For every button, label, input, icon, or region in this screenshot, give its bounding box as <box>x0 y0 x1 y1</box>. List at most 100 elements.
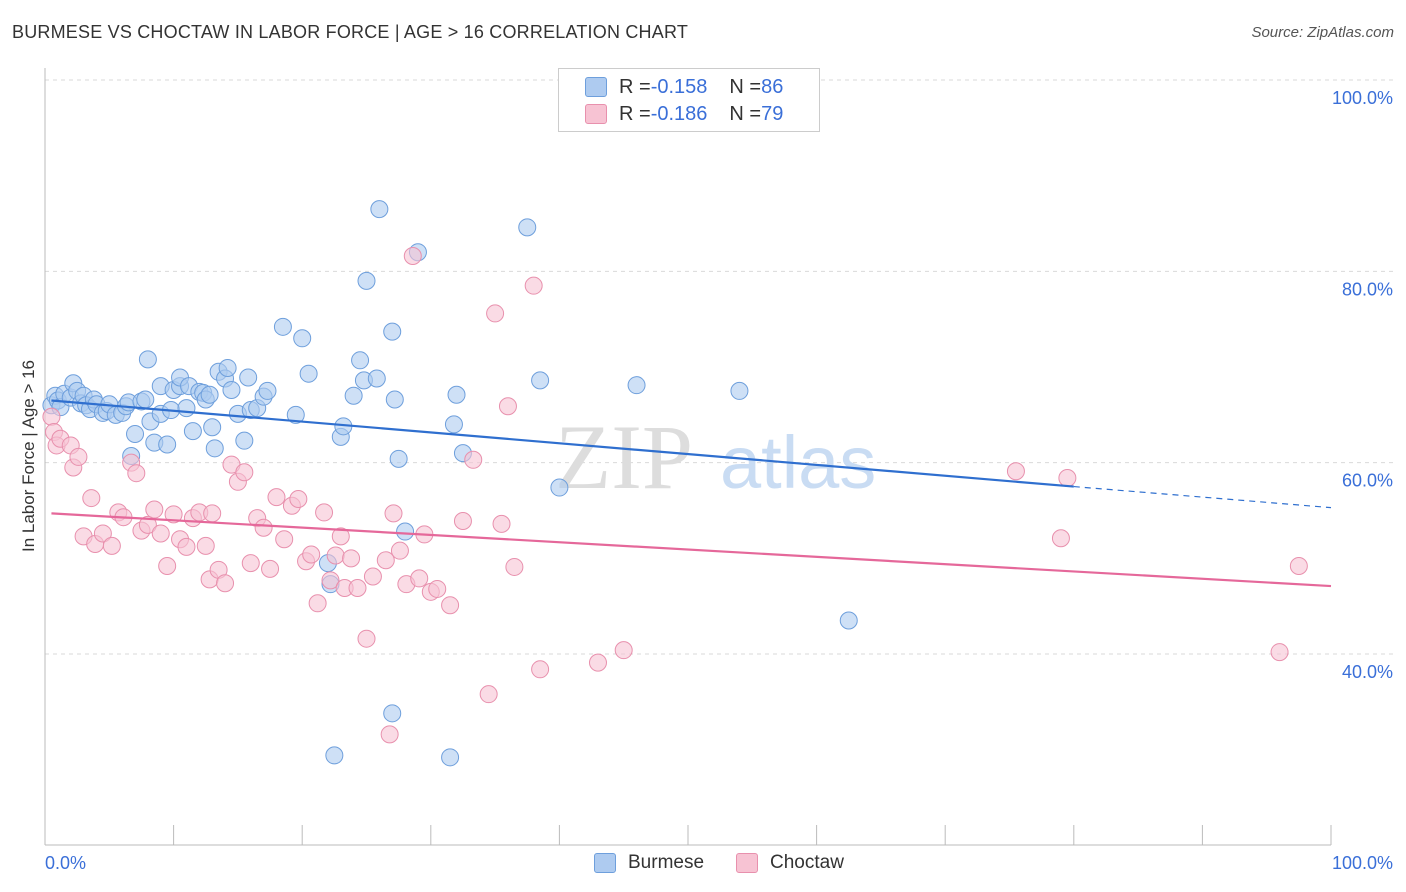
choctaw-point <box>363 567 382 586</box>
burmese-point <box>138 350 157 369</box>
choctaw-point <box>441 596 460 615</box>
burmese-trend-extension <box>1073 485 1332 509</box>
burmese-point <box>205 439 224 458</box>
choctaw-point <box>254 518 273 537</box>
burmese-point <box>627 376 646 395</box>
choctaw-point <box>42 407 61 426</box>
series-legend-label: Burmese <box>628 852 705 873</box>
choctaw-point <box>376 551 395 570</box>
burmese-point <box>367 369 386 388</box>
y-tick-label: 80.0% <box>1342 279 1393 299</box>
burmese-point <box>357 271 376 290</box>
choctaw-point <box>275 530 294 549</box>
choctaw-point <box>235 463 254 482</box>
series-swatch-choctaw <box>736 853 758 873</box>
choctaw-point <box>331 527 350 546</box>
choctaw-point <box>261 559 280 578</box>
series-legend-burmese[interactable]: Burmese <box>594 852 704 874</box>
burmese-point <box>383 322 402 341</box>
choctaw-point <box>1058 468 1077 487</box>
chart-title: BURMESE VS CHOCTAW IN LABOR FORCE | AGE … <box>12 22 689 42</box>
points-layer <box>42 200 1308 767</box>
choctaw-point <box>505 557 524 576</box>
choctaw-point <box>302 545 321 564</box>
legend-r-value: -0.186 <box>650 102 708 125</box>
choctaw-point <box>69 447 88 466</box>
burmese-point <box>183 422 202 441</box>
burmese-point <box>351 351 370 370</box>
burmese-point <box>385 390 404 409</box>
burmese-point <box>203 418 222 437</box>
choctaw-point <box>384 504 403 523</box>
choctaw-point <box>403 247 422 266</box>
choctaw-point <box>492 514 511 533</box>
choctaw-trend-line <box>51 512 1332 588</box>
choctaw-point <box>1006 462 1025 481</box>
choctaw-point <box>1289 556 1308 575</box>
legend-n-value: 86 <box>761 75 784 98</box>
burmese-point <box>370 200 389 219</box>
burmese-point <box>389 449 408 468</box>
legend-r-value: -0.158 <box>650 75 708 98</box>
choctaw-point <box>93 524 112 543</box>
y-axis-label: In Labor Force | Age > 16 <box>19 360 38 552</box>
choctaw-point <box>486 304 505 323</box>
trend-layer <box>51 399 1332 588</box>
choctaw-point <box>498 397 517 416</box>
series-swatch-burmese <box>594 853 616 873</box>
x-tick-label: 0.0% <box>45 853 86 873</box>
burmese-point <box>235 431 254 450</box>
choctaw-point <box>315 503 334 522</box>
series-legend-choctaw[interactable]: Choctaw <box>736 852 844 874</box>
choctaw-point <box>151 524 170 543</box>
legend-swatch-burmese <box>585 77 607 97</box>
burmese-point <box>222 380 241 399</box>
choctaw-point <box>357 629 376 648</box>
choctaw-point <box>289 490 308 509</box>
choctaw-point <box>479 685 498 704</box>
legend-n-label: N = <box>729 102 762 125</box>
choctaw-point <box>216 574 235 593</box>
burmese-point <box>218 358 237 377</box>
choctaw-point <box>1051 529 1070 548</box>
legend-swatch-choctaw <box>585 104 607 124</box>
burmese-point <box>383 704 402 723</box>
choctaw-point <box>267 488 286 507</box>
choctaw-point <box>177 537 196 556</box>
legend-row-choctaw: R = -0.186 N = 79 <box>585 102 783 126</box>
labels-layer: 40.0% 60.0% 80.0% 100.0% 0.0% 100.0% In Labor … <box>19 88 1393 873</box>
choctaw-point <box>241 554 260 573</box>
choctaw-point <box>524 276 543 295</box>
choctaw-point <box>145 500 164 519</box>
correlation-legend: R = -0.158 N = 86 R = -0.186 N = 79 <box>558 68 820 132</box>
y-tick-label: 40.0% <box>1342 662 1393 682</box>
burmese-point <box>299 364 318 383</box>
choctaw-point <box>453 512 472 531</box>
burmese-point <box>126 424 145 443</box>
burmese-point <box>258 381 277 400</box>
choctaw-point <box>196 536 215 555</box>
choctaw-point <box>464 450 483 469</box>
burmese-point <box>444 415 463 434</box>
choctaw-point <box>342 549 361 568</box>
burmese-point <box>273 317 292 336</box>
watermark: ZIP atlas <box>555 406 876 508</box>
choctaw-point <box>380 725 399 744</box>
choctaw-point <box>531 660 550 679</box>
x-tick-label: 100.0% <box>1332 853 1393 873</box>
choctaw-point <box>390 541 409 560</box>
choctaw-point <box>164 505 183 524</box>
burmese-point <box>441 748 460 767</box>
choctaw-point <box>1270 643 1289 662</box>
burmese-point <box>200 385 219 404</box>
axes-layer <box>44 68 1332 846</box>
burmese-point <box>531 371 550 390</box>
burmese-point <box>136 390 155 409</box>
choctaw-point <box>326 546 345 565</box>
choctaw-point <box>203 504 222 523</box>
burmese-point <box>550 478 569 497</box>
y-tick-label: 100.0% <box>1332 88 1393 108</box>
legend-r-label: R = <box>619 75 651 98</box>
choctaw-point <box>82 489 101 508</box>
